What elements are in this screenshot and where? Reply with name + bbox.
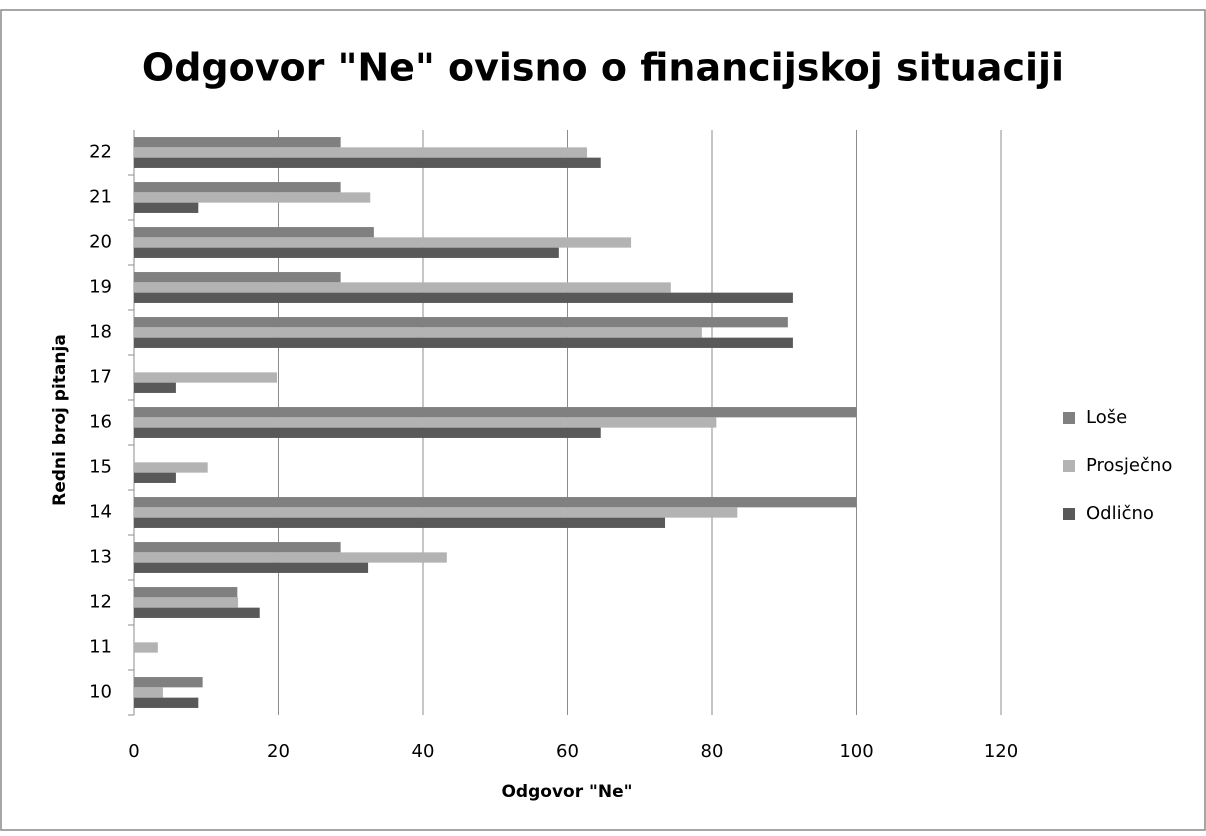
bar <box>134 472 176 483</box>
legend-label: Prosječno <box>1086 455 1172 476</box>
y-tick-label: 21 <box>89 187 112 208</box>
x-tick-label: 100 <box>839 741 873 762</box>
y-tick-label: 16 <box>89 412 112 433</box>
bar <box>134 597 239 608</box>
bar <box>134 587 238 598</box>
bar <box>134 227 374 238</box>
y-axis-title: Redni broj pitanja <box>50 334 70 506</box>
bar <box>134 407 857 418</box>
bar <box>134 202 199 213</box>
bar <box>134 237 632 248</box>
bar <box>134 327 702 338</box>
x-tick-label: 60 <box>556 741 579 762</box>
bar <box>134 317 788 328</box>
bar <box>134 372 278 383</box>
y-tick-label: 17 <box>89 367 112 388</box>
y-tick-label: 13 <box>89 547 112 568</box>
bar <box>134 507 738 518</box>
bar <box>134 497 857 508</box>
bar <box>134 247 559 258</box>
bar <box>134 137 341 148</box>
y-tick-label: 19 <box>89 277 112 298</box>
y-tick-label: 10 <box>89 682 112 703</box>
y-tick-label: 22 <box>89 142 112 163</box>
y-tick-label: 11 <box>89 637 112 658</box>
y-tick-label: 12 <box>89 592 112 613</box>
bar <box>134 192 371 203</box>
x-axis-title: Odgovor "Ne" <box>501 782 632 802</box>
legend-swatch <box>1063 508 1075 520</box>
x-tick-label: 40 <box>412 741 435 762</box>
legend-label: Odlično <box>1086 503 1154 524</box>
legend-swatch <box>1063 412 1075 424</box>
bar <box>134 562 369 573</box>
bar <box>134 542 341 553</box>
y-tick-label: 20 <box>89 232 112 253</box>
legend-swatch <box>1063 460 1075 472</box>
x-tick-label: 120 <box>984 741 1018 762</box>
y-tick-label: 18 <box>89 322 112 343</box>
bar <box>134 517 666 528</box>
bar <box>134 182 341 193</box>
x-tick-label: 0 <box>128 741 139 762</box>
bar <box>134 417 717 428</box>
bar <box>134 552 447 563</box>
y-tick-label: 15 <box>89 457 112 478</box>
legend-label: Loše <box>1086 407 1127 428</box>
bar <box>134 292 793 303</box>
x-tick-label: 80 <box>701 741 724 762</box>
bar <box>134 462 208 473</box>
bar <box>134 272 341 283</box>
bar <box>134 282 671 293</box>
y-tick-label: 14 <box>89 502 112 523</box>
bar <box>134 337 793 348</box>
bar <box>134 687 163 698</box>
bar <box>134 697 199 708</box>
chart-title: Odgovor "Ne" ovisno o financijskoj situa… <box>142 46 1064 90</box>
bar <box>134 607 260 618</box>
bar <box>134 677 203 688</box>
bar <box>134 427 601 438</box>
x-tick-label: 20 <box>267 741 290 762</box>
bar <box>134 147 588 158</box>
bar <box>134 382 176 393</box>
bar <box>134 642 158 653</box>
bar <box>134 157 601 168</box>
